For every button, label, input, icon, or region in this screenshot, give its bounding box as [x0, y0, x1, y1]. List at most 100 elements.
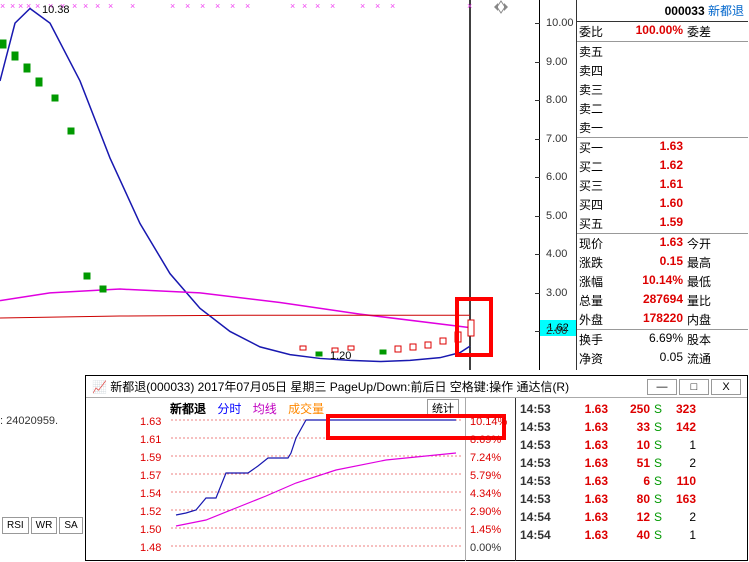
minimize-button[interactable]: —	[647, 379, 677, 395]
trade-price: 1.63	[566, 400, 608, 418]
y-tick-label: 4.00	[546, 248, 567, 260]
intraday-y-tick: 1.52	[140, 506, 161, 518]
svg-text:×: ×	[330, 1, 335, 11]
info-label2: 股本	[685, 330, 721, 349]
trade-time: 14:54	[520, 526, 566, 544]
buy-label: 买二	[577, 157, 613, 176]
svg-text:×: ×	[0, 1, 5, 11]
info-label: 换手	[577, 330, 613, 349]
trade-row: 14:54 1.63 40 S 1	[520, 526, 743, 544]
buy-label: 买一	[577, 138, 613, 157]
info-value: 6.69%	[613, 330, 685, 349]
trade-extra: 142	[666, 418, 696, 436]
trade-price: 1.63	[566, 418, 608, 436]
sell-label: 卖五	[577, 42, 613, 61]
svg-text:×: ×	[360, 1, 365, 11]
info-label2: 最低	[685, 272, 721, 291]
sell-label: 卖一	[577, 118, 613, 137]
intraday-pct-tick: 5.79%	[470, 470, 501, 482]
info-label: 现价	[577, 234, 613, 253]
trade-ticker[interactable]: 14:53 1.63 250 S 323 14:53 1.63 33 S 142…	[516, 398, 747, 561]
trade-price: 1.63	[566, 526, 608, 544]
trade-row: 14:53 1.63 6 S 110	[520, 472, 743, 490]
intraday-pct-tick: 4.34%	[470, 488, 501, 500]
trade-qty: 12	[608, 508, 650, 526]
indicator-buttons: RSI WR SA	[0, 517, 83, 534]
trade-flag: S	[650, 418, 666, 436]
svg-text:×: ×	[245, 1, 250, 11]
y-tick-label: 7.00	[546, 133, 567, 145]
highlight-annotation-1	[455, 297, 493, 357]
svg-text:×: ×	[95, 1, 100, 11]
y-tick-label: 8.00	[546, 94, 567, 106]
tab-stock-name[interactable]: 新都退	[166, 400, 210, 417]
tab-avg-line[interactable]: 均线	[249, 400, 281, 417]
intraday-chart[interactable]: 新都退 分时 均线 成交量 统计 1.631.611.591.571.541.5…	[86, 398, 466, 561]
trade-price: 1.63	[566, 508, 608, 526]
main-chart[interactable]: ×××××××××××××××××××××××××× 10.38 1.20 1.…	[0, 0, 540, 370]
trade-qty: 33	[608, 418, 650, 436]
trade-time: 14:53	[520, 472, 566, 490]
trade-row: 14:53 1.63 80 S 163	[520, 490, 743, 508]
info-value: 1.63	[613, 234, 685, 253]
intraday-pct-tick: 2.90%	[470, 506, 501, 518]
trade-flag: S	[650, 508, 666, 526]
buy-label: 买三	[577, 176, 613, 195]
trade-price: 1.63	[566, 472, 608, 490]
trade-row: 14:54 1.63 12 S 2	[520, 508, 743, 526]
trade-time: 14:53	[520, 418, 566, 436]
svg-text:×: ×	[108, 1, 113, 11]
trade-extra: 323	[666, 400, 696, 418]
svg-text:×: ×	[230, 1, 235, 11]
trade-qty: 80	[608, 490, 650, 508]
indicator-wr[interactable]: WR	[31, 517, 58, 534]
sell-label: 卖四	[577, 61, 613, 80]
svg-text:×: ×	[290, 1, 295, 11]
trade-qty: 10	[608, 436, 650, 454]
stock-code: 000033	[665, 4, 705, 18]
trade-flag: S	[650, 490, 666, 508]
diamond-nav-icon[interactable]	[492, 0, 510, 14]
intraday-pct-axis: 10.14%8.69%7.24%5.79%4.34%2.90%1.45%0.00…	[466, 398, 516, 561]
window-title: 新都退(000033) 2017年07月05日 星期三 PageUp/Down:…	[110, 380, 569, 394]
buy-price: 1.59	[613, 214, 685, 233]
diff-label: 委差	[685, 22, 721, 41]
info-label2: 内盘	[685, 310, 721, 329]
info-label2: 流通	[685, 349, 721, 368]
trade-qty: 51	[608, 454, 650, 472]
indicator-sa[interactable]: SA	[59, 517, 82, 534]
y-tick-label: 9.00	[546, 56, 567, 68]
info-label: 净资	[577, 349, 613, 368]
buy-price: 1.61	[613, 176, 685, 195]
trade-flag: S	[650, 400, 666, 418]
intraday-window: 📈 新都退(000033) 2017年07月05日 星期三 PageUp/Dow…	[85, 375, 748, 561]
svg-text:×: ×	[302, 1, 307, 11]
svg-text:×: ×	[130, 1, 135, 11]
trade-qty: 250	[608, 400, 650, 418]
window-title-bar[interactable]: 📈 新都退(000033) 2017年07月05日 星期三 PageUp/Dow…	[86, 376, 747, 398]
maximize-button[interactable]: □	[679, 379, 709, 395]
extra-metric: : 24020959.	[0, 415, 58, 427]
tab-volume[interactable]: 成交量	[284, 400, 328, 417]
trade-price: 1.63	[566, 490, 608, 508]
y-tick-label: 3.00	[546, 287, 567, 299]
quote-panel: 000033 新都退 委比 100.00% 委差 卖五卖四卖三卖二卖一 买一1.…	[576, 0, 748, 370]
close-button[interactable]: X	[711, 379, 741, 395]
svg-text:×: ×	[10, 1, 15, 11]
svg-text:×: ×	[375, 1, 380, 11]
tab-intraday[interactable]: 分时	[213, 400, 245, 417]
svg-text:×: ×	[72, 1, 77, 11]
trade-extra: 2	[666, 508, 696, 526]
info-label2: 量比	[685, 291, 721, 310]
ratio-label: 委比	[577, 22, 613, 41]
indicator-rsi[interactable]: RSI	[2, 517, 29, 534]
svg-text:×: ×	[315, 1, 320, 11]
info-label2: 最高	[685, 253, 721, 272]
info-value: 0.05	[613, 349, 685, 368]
intraday-pct-tick: 8.69%	[470, 434, 501, 446]
intraday-pct-tick: 10.14%	[470, 416, 507, 428]
y-tick-label: 10.00	[546, 17, 574, 29]
trade-row: 14:53 1.63 51 S 2	[520, 454, 743, 472]
trade-time: 14:54	[520, 508, 566, 526]
intraday-y-tick: 1.54	[140, 488, 161, 500]
